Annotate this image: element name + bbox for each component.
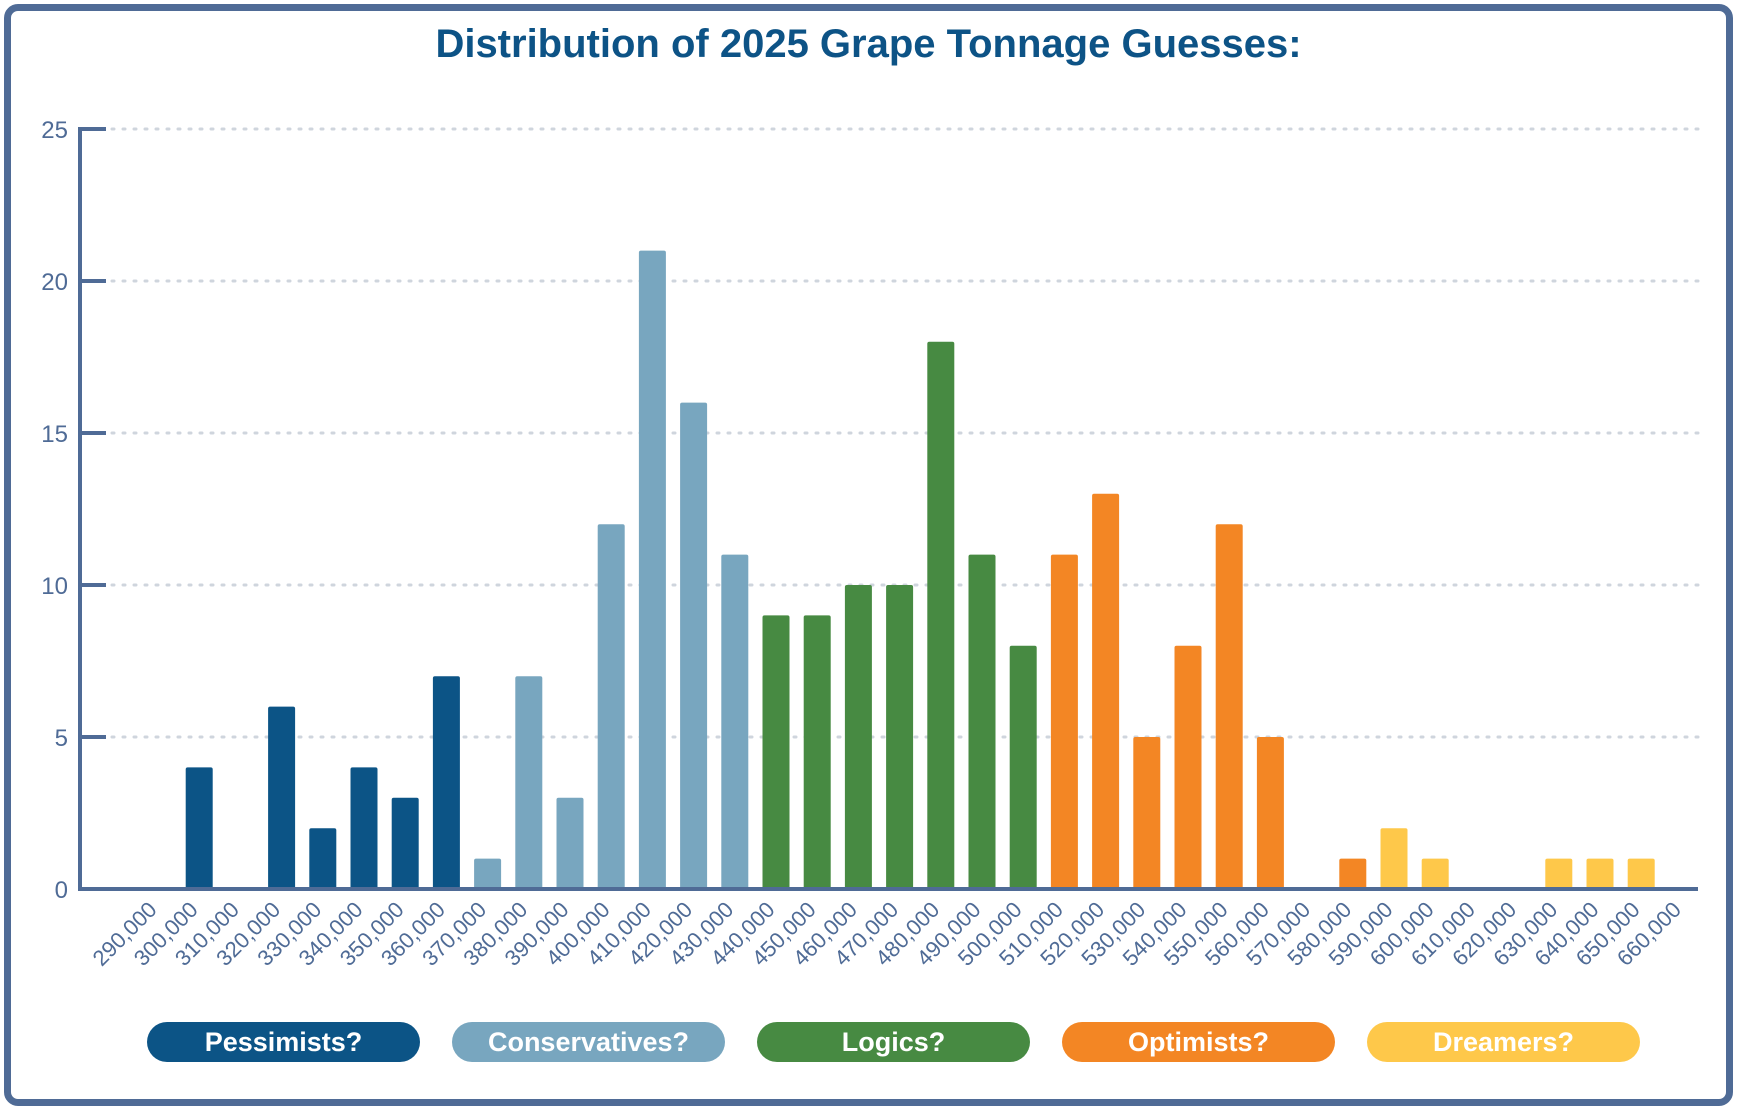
chart-area: 0510152025290,000300,000310,000320,00033… xyxy=(41,117,1700,971)
chart-frame xyxy=(4,4,1733,1106)
bar xyxy=(844,585,872,889)
y-tick-label: 25 xyxy=(41,117,68,144)
bar xyxy=(1256,737,1284,889)
bar xyxy=(185,767,213,889)
legend: Pessimists? Conservatives? Logics? Optim… xyxy=(147,1022,1647,1064)
bar xyxy=(1174,645,1202,889)
bar xyxy=(1627,858,1655,889)
bar xyxy=(515,676,543,889)
bar xyxy=(927,341,955,889)
bar xyxy=(638,250,666,890)
bar xyxy=(597,524,625,889)
bar xyxy=(968,554,996,889)
legend-logics: Logics? xyxy=(757,1022,1030,1062)
legend-optimists: Optimists? xyxy=(1062,1022,1335,1062)
bar xyxy=(391,797,419,889)
bar xyxy=(1545,858,1573,889)
bar xyxy=(1050,554,1078,889)
legend-pessimists: Pessimists? xyxy=(147,1022,420,1062)
bar xyxy=(556,797,584,889)
bar xyxy=(721,554,749,889)
bar xyxy=(350,767,378,889)
bar xyxy=(680,402,708,889)
chart-title: Distribution of 2025 Grape Tonnage Guess… xyxy=(435,22,1302,66)
bar xyxy=(762,615,790,889)
bar xyxy=(1586,858,1614,889)
bar xyxy=(1133,737,1161,889)
bar xyxy=(886,585,914,889)
bar xyxy=(1339,858,1367,889)
y-tick-label: 0 xyxy=(55,877,68,904)
legend-conservatives: Conservatives? xyxy=(452,1022,725,1062)
bar xyxy=(1215,524,1243,889)
bar xyxy=(1092,493,1120,889)
bar xyxy=(309,828,337,889)
bar xyxy=(1380,828,1408,889)
y-tick-label: 5 xyxy=(55,725,68,752)
bar xyxy=(803,615,831,889)
bar xyxy=(268,706,296,889)
y-tick-label: 20 xyxy=(41,269,68,296)
bar xyxy=(1009,645,1037,889)
y-tick-label: 15 xyxy=(41,421,68,448)
bar xyxy=(1421,858,1449,889)
bar xyxy=(474,858,502,889)
y-tick-label: 10 xyxy=(41,573,68,600)
bar xyxy=(432,676,460,889)
legend-dreamers: Dreamers? xyxy=(1367,1022,1640,1062)
